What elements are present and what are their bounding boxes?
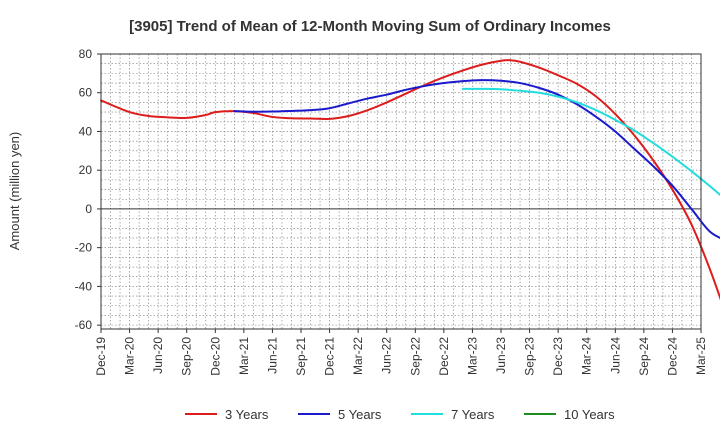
- y-tick-label: 20: [79, 163, 93, 177]
- x-tick-label: Jun-20: [151, 337, 165, 374]
- x-tick-label: Mar-20: [123, 337, 137, 375]
- x-tick-label: Sep-20: [180, 337, 194, 376]
- y-tick-label: 60: [79, 86, 93, 100]
- x-tick-label: Dec-21: [323, 337, 337, 376]
- x-tick-label: Mar-23: [465, 337, 479, 375]
- plot-area: [100, 53, 702, 330]
- x-tick-label: Dec-23: [551, 337, 565, 376]
- legend-label: 10 Years: [564, 407, 615, 422]
- y-tick-label: 40: [79, 124, 93, 138]
- chart-title: [3905] Trend of Mean of 12-Month Moving …: [129, 18, 611, 35]
- x-tick-label: Mar-22: [351, 337, 365, 375]
- x-tick-label: Mar-21: [237, 337, 251, 375]
- series-line-5-years: [233, 79, 720, 240]
- y-tick-label: -20: [75, 241, 93, 255]
- x-tick-label: Mar-24: [580, 337, 594, 375]
- legend: 3 Years 5 Years 7 Years 10 Years: [185, 407, 615, 422]
- series-line-3-years: [100, 59, 720, 301]
- x-tick-label: Dec-19: [94, 337, 108, 376]
- x-tick-label: Mar-25: [694, 337, 708, 375]
- y-tick-label: -60: [75, 318, 93, 332]
- grid-lines: [101, 54, 701, 329]
- legend-label: 5 Years: [338, 407, 382, 422]
- x-tick-label: Jun-23: [494, 337, 508, 374]
- x-tick-label: Sep-24: [637, 337, 651, 376]
- x-tick-label: Jun-21: [265, 337, 279, 374]
- x-tick-label: Jun-24: [608, 337, 622, 374]
- x-tick-label: Jun-22: [380, 337, 394, 374]
- y-tick-label: -40: [75, 279, 93, 293]
- x-tick-label: Dec-20: [208, 337, 222, 376]
- y-tick-label: 0: [85, 202, 92, 216]
- x-tick-label: Sep-21: [294, 337, 308, 376]
- x-tick-label: Dec-24: [665, 337, 679, 376]
- x-tick-label: Dec-22: [437, 337, 451, 376]
- y-axis-ticks: 80 60 40 20 0 -20 -40 -60: [75, 47, 101, 332]
- legend-label: 7 Years: [451, 407, 495, 422]
- series-lines: [100, 59, 720, 301]
- x-tick-label: Sep-23: [523, 337, 537, 376]
- x-tick-label: Sep-22: [408, 337, 422, 376]
- x-axis-ticks: Dec-19 Mar-20 Jun-20 Sep-20 Dec-20 Mar-21 Jun-…: [94, 329, 708, 376]
- series-line-7-years: [461, 87, 720, 197]
- y-axis-label: Amount (million yen): [7, 132, 22, 251]
- legend-label: 3 Years: [225, 407, 269, 422]
- y-tick-label: 80: [79, 47, 93, 61]
